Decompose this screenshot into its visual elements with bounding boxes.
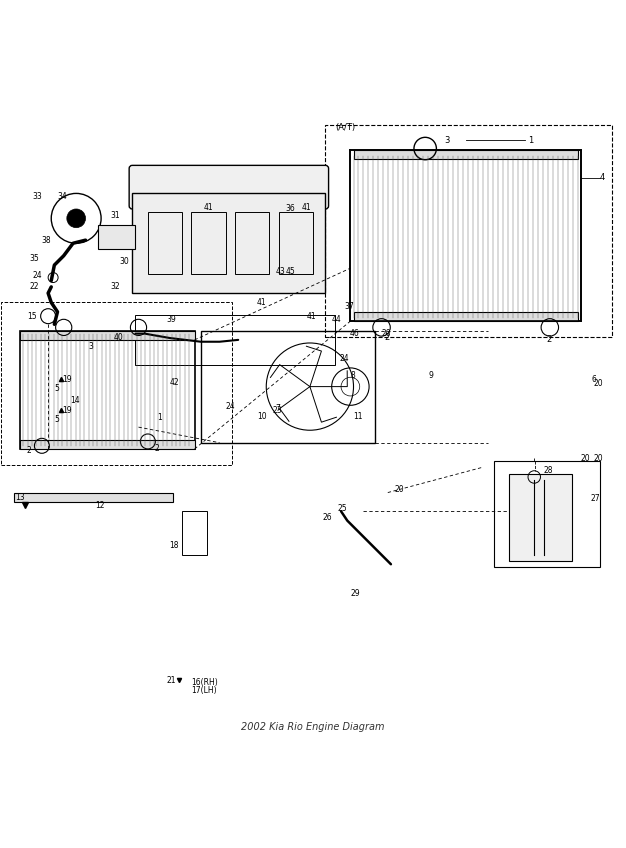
Text: 5: 5 <box>54 415 59 423</box>
Text: 2002 Kia Rio Engine Diagram: 2002 Kia Rio Engine Diagram <box>241 722 385 733</box>
FancyBboxPatch shape <box>354 150 578 159</box>
FancyBboxPatch shape <box>132 193 326 293</box>
Text: 46: 46 <box>349 329 359 338</box>
Text: 28: 28 <box>543 466 553 475</box>
Text: 41: 41 <box>204 203 213 212</box>
Text: 24: 24 <box>340 354 349 363</box>
Text: 16(RH): 16(RH) <box>192 678 218 687</box>
FancyBboxPatch shape <box>354 312 578 321</box>
Text: 41: 41 <box>302 203 311 212</box>
Text: 11: 11 <box>354 412 363 421</box>
Text: 22: 22 <box>29 282 39 292</box>
Text: 14: 14 <box>70 396 80 404</box>
Text: 15: 15 <box>28 312 37 321</box>
Text: 7: 7 <box>275 404 280 413</box>
Text: 24: 24 <box>226 402 235 411</box>
Text: 44: 44 <box>332 315 341 324</box>
Text: 26: 26 <box>322 513 332 522</box>
Text: 17(LH): 17(LH) <box>192 686 217 695</box>
Text: 4: 4 <box>600 173 605 182</box>
Text: 5: 5 <box>54 384 59 393</box>
Text: 2: 2 <box>154 444 159 454</box>
Text: 12: 12 <box>95 500 105 510</box>
Text: 10: 10 <box>257 412 267 421</box>
Text: 31: 31 <box>110 210 120 220</box>
Text: 45: 45 <box>285 267 295 276</box>
Text: 3: 3 <box>444 136 449 145</box>
Text: 1: 1 <box>528 136 533 145</box>
Text: 37: 37 <box>344 303 354 311</box>
FancyBboxPatch shape <box>20 331 195 340</box>
Text: 32: 32 <box>110 282 120 292</box>
Text: 41: 41 <box>307 312 316 321</box>
Text: 9: 9 <box>428 371 433 380</box>
FancyBboxPatch shape <box>98 225 135 249</box>
Text: 30: 30 <box>120 258 130 266</box>
Text: 38: 38 <box>42 236 51 245</box>
Text: 41: 41 <box>257 298 267 307</box>
FancyBboxPatch shape <box>20 439 195 449</box>
Text: 40: 40 <box>113 333 123 343</box>
Text: 20: 20 <box>593 379 603 388</box>
Text: 25: 25 <box>338 504 347 513</box>
FancyBboxPatch shape <box>14 493 173 502</box>
Circle shape <box>67 209 86 227</box>
Text: 8: 8 <box>351 371 355 380</box>
Text: 34: 34 <box>58 192 67 201</box>
Text: 19: 19 <box>63 406 72 415</box>
Text: 20: 20 <box>382 329 391 338</box>
Text: 2: 2 <box>26 446 31 455</box>
Text: 3: 3 <box>89 342 93 350</box>
Text: 20: 20 <box>581 454 590 463</box>
Text: 23: 23 <box>272 406 282 415</box>
Text: 42: 42 <box>170 377 179 387</box>
Text: 29: 29 <box>351 589 360 598</box>
Text: 6: 6 <box>592 375 597 383</box>
Text: 20: 20 <box>593 454 603 463</box>
Text: 2: 2 <box>384 333 390 343</box>
Text: 35: 35 <box>29 254 39 264</box>
Text: (A/T): (A/T) <box>335 124 355 132</box>
FancyBboxPatch shape <box>129 165 329 209</box>
Text: 36: 36 <box>285 204 295 214</box>
FancyBboxPatch shape <box>510 474 572 561</box>
Text: 27: 27 <box>590 494 600 503</box>
Text: 2: 2 <box>546 335 552 344</box>
Text: 20: 20 <box>394 485 404 494</box>
Text: 1: 1 <box>157 413 162 422</box>
Text: 33: 33 <box>33 192 43 201</box>
Text: 24: 24 <box>33 271 42 280</box>
Text: 39: 39 <box>167 315 177 324</box>
Text: 19: 19 <box>63 375 72 383</box>
Text: 21: 21 <box>167 676 176 685</box>
Text: 43: 43 <box>275 267 285 276</box>
Text: 18: 18 <box>170 541 179 550</box>
Text: 13: 13 <box>15 493 24 502</box>
